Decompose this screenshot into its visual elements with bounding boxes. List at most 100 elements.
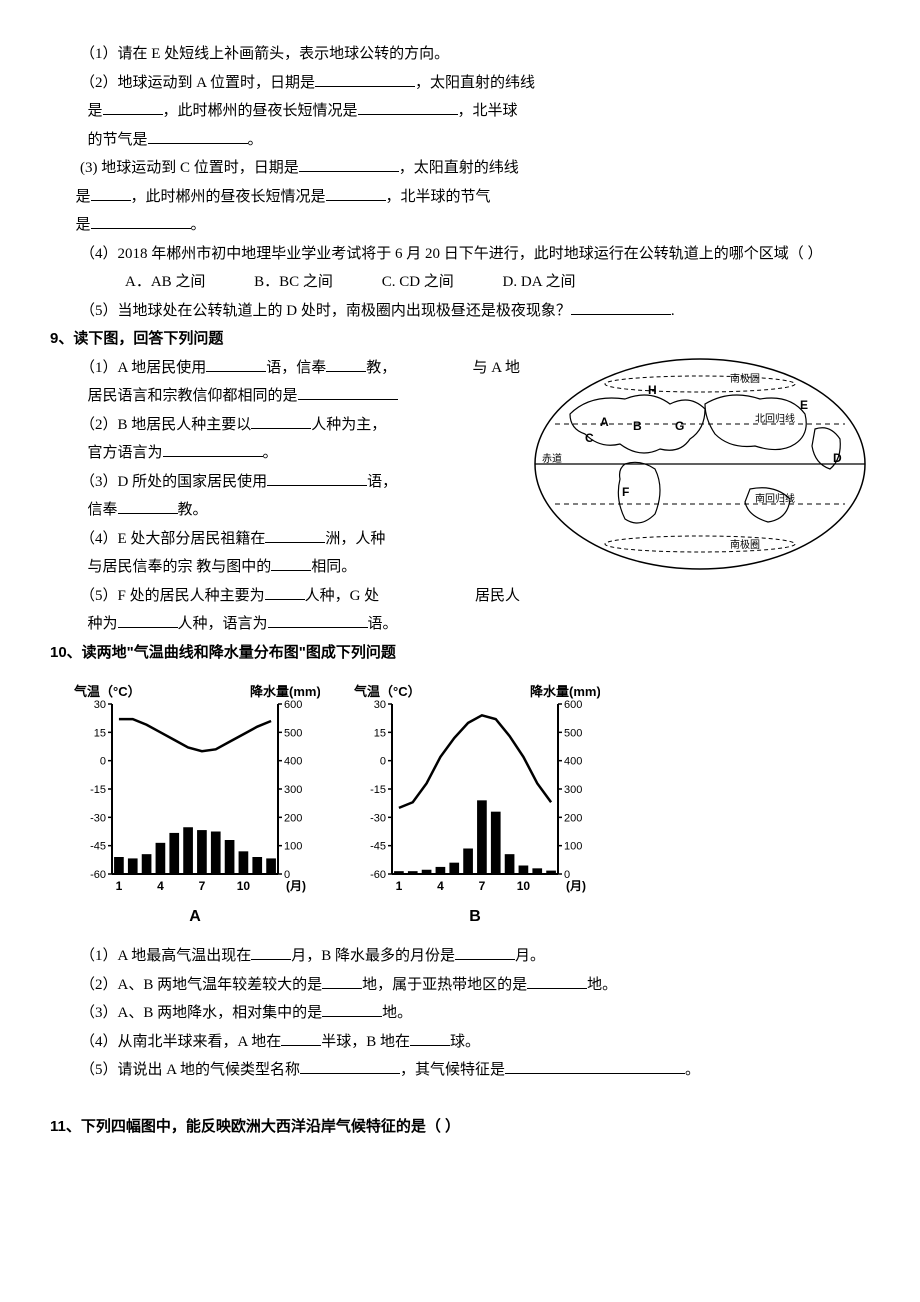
blank[interactable] <box>251 944 291 961</box>
blank[interactable] <box>326 184 386 201</box>
blank[interactable] <box>148 127 248 144</box>
option-d[interactable]: D. DA 之间 <box>503 268 576 297</box>
svg-text:1: 1 <box>396 879 403 893</box>
svg-text:C: C <box>585 431 594 445</box>
svg-text:降水量(mm): 降水量(mm) <box>530 684 600 699</box>
svg-text:-45: -45 <box>370 841 386 853</box>
q-2-line3: 的节气是。 <box>50 126 870 155</box>
svg-text:600: 600 <box>564 699 582 711</box>
blank[interactable] <box>103 99 163 116</box>
svg-text:4: 4 <box>157 879 164 893</box>
svg-text:400: 400 <box>564 756 582 768</box>
svg-text:-45: -45 <box>90 841 106 853</box>
q11-title: 11、下列四幅图中，能反映欧洲大西洋沿岸气候特征的是（ ） <box>50 1113 870 1142</box>
blank[interactable] <box>91 184 131 201</box>
q-5-line: （5）当地球处在公转轨道上的 D 处时，南极圈内出现极昼还是极夜现象？. <box>50 297 870 326</box>
blank[interactable] <box>281 1029 321 1046</box>
svg-text:南极圆: 南极圆 <box>730 372 760 385</box>
blank[interactable] <box>298 384 398 401</box>
q-preamble: （1）请在 E 处短线上补画箭头，表示地球公转的方向。 （2）地球运动到 A 位… <box>50 40 870 325</box>
svg-text:-15: -15 <box>90 784 106 796</box>
blank[interactable] <box>268 612 368 629</box>
svg-text:1: 1 <box>116 879 123 893</box>
svg-text:500: 500 <box>564 727 582 739</box>
svg-text:15: 15 <box>374 727 386 739</box>
chart-a-wrap: 气温（°C）降水量(mm)30150-15-30-45-606005004003… <box>70 682 320 932</box>
blank[interactable] <box>505 1058 685 1075</box>
climate-charts: 气温（°C） 降水量(mm) 30 15 0 -15 -30 -45 -60 600 500 400 3… <box>70 682 870 932</box>
blank[interactable] <box>322 1001 382 1018</box>
svg-text:10: 10 <box>517 879 531 893</box>
blank[interactable] <box>527 972 587 989</box>
option-c[interactable]: C. CD 之间 <box>382 268 454 297</box>
svg-text:500: 500 <box>284 727 302 739</box>
svg-text:降水量(mm): 降水量(mm) <box>250 684 320 699</box>
blank[interactable] <box>118 612 178 629</box>
svg-text:10: 10 <box>237 879 251 893</box>
chart-a: 气温（°C）降水量(mm)30150-15-30-45-606005004003… <box>70 682 320 902</box>
q9-title: 9、读下图，回答下列问题 <box>50 325 870 354</box>
blank[interactable] <box>251 412 311 429</box>
svg-text:气温（°C）: 气温（°C） <box>354 684 421 699</box>
svg-text:(月): (月) <box>566 879 586 893</box>
svg-text:-60: -60 <box>370 869 386 881</box>
question-10: 10、读两地"气温曲线和降水量分布图"图成下列问题 气温（°C）降水量(mm)3… <box>50 639 870 1085</box>
svg-text:7: 7 <box>479 879 486 893</box>
blank[interactable] <box>571 298 671 315</box>
svg-text:4: 4 <box>437 879 444 893</box>
blank[interactable] <box>265 526 325 543</box>
svg-text:G: G <box>675 419 684 433</box>
q-3-line2: 是，此时郴州的昼夜长短情况是，北半球的节气 <box>50 183 870 212</box>
blank[interactable] <box>410 1029 450 1046</box>
svg-text:200: 200 <box>284 812 302 824</box>
svg-text:F: F <box>622 485 629 499</box>
blank[interactable] <box>299 156 399 173</box>
q-3-line3: 是。 <box>50 211 870 240</box>
svg-text:H: H <box>648 383 657 397</box>
svg-text:600: 600 <box>284 699 302 711</box>
svg-text:300: 300 <box>284 784 302 796</box>
svg-text:30: 30 <box>374 699 386 711</box>
svg-text:30: 30 <box>94 699 106 711</box>
q-2-line: （2）地球运动到 A 位置时，日期是，太阳直射的纬线 <box>50 69 870 98</box>
q-2-line2: 是，此时郴州的昼夜长短情况是，北半球 <box>50 97 870 126</box>
blank[interactable] <box>326 355 366 372</box>
svg-text:(月): (月) <box>286 879 306 893</box>
svg-text:气温（°C）: 气温（°C） <box>74 684 141 699</box>
svg-text:200: 200 <box>564 812 582 824</box>
svg-text:B: B <box>633 419 642 433</box>
svg-text:南回归线: 南回归线 <box>755 492 795 505</box>
option-b[interactable]: B．BC 之间 <box>254 268 333 297</box>
svg-text:300: 300 <box>564 784 582 796</box>
svg-text:100: 100 <box>284 841 302 853</box>
chart-b-wrap: 气温（°C）降水量(mm)30150-15-30-45-606005004003… <box>350 682 600 932</box>
option-a[interactable]: A．AB 之间 <box>125 268 205 297</box>
svg-text:15: 15 <box>94 727 106 739</box>
svg-text:E: E <box>800 398 808 412</box>
world-map: H A B C G E D F 南极圆 北回归线 赤道 南回归线 南极圈 <box>530 354 870 574</box>
blank[interactable] <box>163 441 263 458</box>
q-4-options: A．AB 之间 B．BC 之间 C. CD 之间 D. DA 之间 <box>50 268 870 297</box>
blank[interactable] <box>300 1058 400 1075</box>
svg-text:-60: -60 <box>90 869 106 881</box>
blank[interactable] <box>322 972 362 989</box>
svg-text:-30: -30 <box>370 812 386 824</box>
blank[interactable] <box>118 498 178 515</box>
blank[interactable] <box>358 99 458 116</box>
blank[interactable] <box>271 555 311 572</box>
blank[interactable] <box>265 583 305 600</box>
blank[interactable] <box>91 213 191 230</box>
q-3-line: (3) 地球运动到 C 位置时，日期是，太阳直射的纬线 <box>50 154 870 183</box>
svg-text:D: D <box>833 451 842 465</box>
blank[interactable] <box>267 469 367 486</box>
svg-text:北回归线: 北回归线 <box>755 412 795 425</box>
blank[interactable] <box>206 355 266 372</box>
svg-text:-30: -30 <box>90 812 106 824</box>
chart-b: 气温（°C）降水量(mm)30150-15-30-45-606005004003… <box>350 682 600 902</box>
svg-text:A: A <box>600 415 609 429</box>
blank[interactable] <box>455 944 515 961</box>
svg-text:0: 0 <box>380 756 386 768</box>
blank[interactable] <box>315 70 415 87</box>
q-4-line: （4）2018 年郴州市初中地理毕业学业考试将于 6 月 20 日下午进行，此时… <box>50 240 870 269</box>
chart-b-label: B <box>469 902 481 932</box>
